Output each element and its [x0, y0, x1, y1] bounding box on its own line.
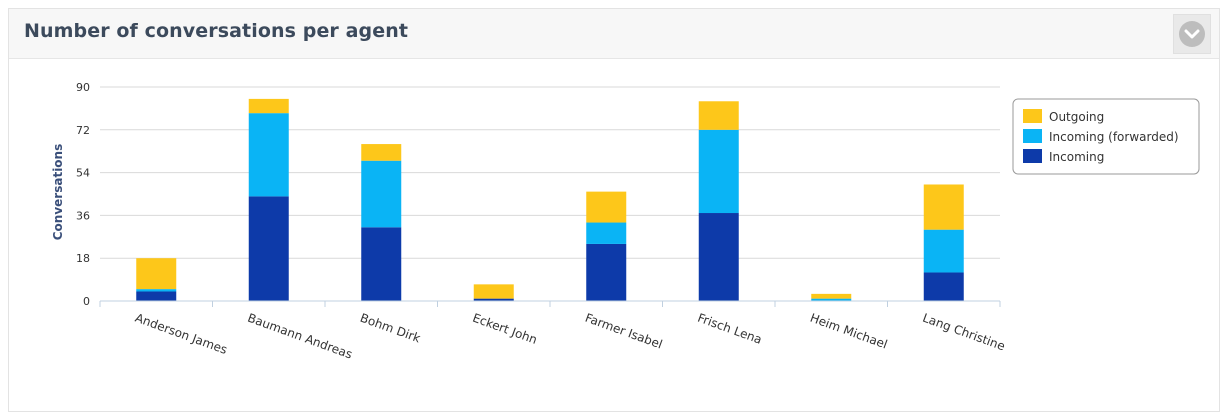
chart-axes [99, 300, 1001, 307]
bar-incoming-farmer-isabel[interactable] [586, 243, 627, 301]
legend-swatch-incoming-forwarded [1023, 129, 1042, 143]
bar-outgoing-lang-christine[interactable] [923, 184, 964, 230]
chart-gridlines [100, 86, 1000, 259]
bar-outgoing-eckert-john[interactable] [473, 284, 514, 299]
bar-outgoing-frisch-lena[interactable] [698, 101, 739, 130]
bar-incoming-forwarded-baumann-andreas[interactable] [248, 113, 289, 197]
bar-outgoing-heim-michael[interactable] [811, 293, 852, 299]
x-category-label: Bohm Dirk [358, 311, 422, 346]
bar-incoming-eckert-john[interactable] [473, 298, 514, 301]
x-category-label: Eckert John [471, 311, 539, 347]
y-axis-ticks: 0 18 36 54 72 90 [76, 81, 90, 308]
bar-outgoing-anderson-james[interactable] [136, 258, 177, 290]
collapse-toggle-button[interactable] [1173, 14, 1211, 54]
chart-legend[interactable]: Outgoing Incoming (forwarded) Incoming [1012, 98, 1200, 175]
legend-label-incoming[interactable]: Incoming [1049, 150, 1104, 164]
panel-header: Number of conversations per agent [9, 9, 1219, 59]
legend-label-incoming-forwarded[interactable]: Incoming (forwarded) [1049, 130, 1179, 144]
x-category-label: Lang Christine [921, 311, 1007, 354]
chart-panel: Number of conversations per agent [8, 8, 1220, 412]
legend-swatch-outgoing [1023, 109, 1042, 123]
bar-incoming-forwarded-lang-christine[interactable] [923, 229, 964, 273]
x-category-label: Baumann Andreas [246, 311, 354, 362]
bar-incoming-forwarded-frisch-lena[interactable] [698, 129, 739, 214]
x-category-label: Farmer Isabel [583, 311, 664, 352]
x-category-label: Anderson James [133, 311, 229, 357]
y-tick-label: 36 [76, 209, 90, 222]
y-tick-label: 72 [76, 124, 90, 137]
bar-incoming-anderson-james[interactable] [136, 291, 177, 301]
y-tick-label: 0 [83, 295, 90, 308]
bar-incoming-forwarded-anderson-james[interactable] [136, 289, 177, 292]
bar-incoming-forwarded-farmer-isabel[interactable] [586, 222, 627, 244]
bar-outgoing-bohm-dirk[interactable] [361, 144, 402, 161]
y-tick-label: 18 [76, 252, 90, 265]
x-category-label: Frisch Lena [696, 311, 764, 347]
x-axis-categories: Anderson James Baumann Andreas Bohm Dirk Ec… [133, 311, 1007, 362]
legend-label-outgoing[interactable]: Outgoing [1049, 110, 1104, 124]
bar-incoming-bohm-dirk[interactable] [361, 227, 402, 301]
panel-title: Number of conversations per agent [24, 20, 409, 42]
bar-incoming-frisch-lena[interactable] [698, 213, 739, 301]
y-axis-label: Conversations [51, 144, 65, 241]
bar-outgoing-farmer-isabel[interactable] [586, 191, 627, 223]
y-tick-label: 90 [76, 81, 90, 94]
bar-incoming-lang-christine[interactable] [923, 272, 964, 301]
legend-box [1012, 98, 1200, 175]
bar-incoming-forwarded-heim-michael[interactable] [811, 298, 852, 301]
bar-incoming-baumann-andreas[interactable] [248, 196, 289, 301]
y-tick-label: 54 [76, 167, 90, 180]
bar-outgoing-baumann-andreas[interactable] [248, 98, 289, 114]
chevron-down-icon [1179, 21, 1205, 47]
x-category-label: Heim Michael [808, 311, 889, 352]
bar-incoming-forwarded-bohm-dirk[interactable] [361, 160, 402, 228]
chart-bars [136, 98, 964, 301]
legend-swatch-incoming [1023, 149, 1042, 163]
